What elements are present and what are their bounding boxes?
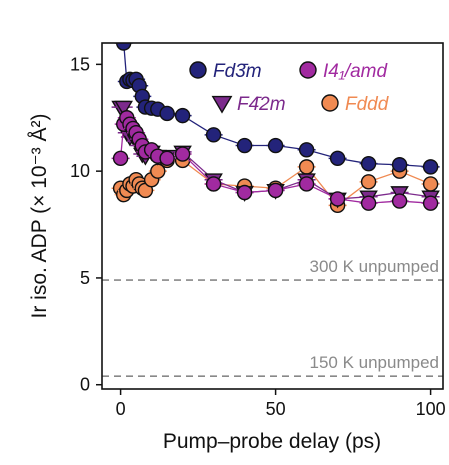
- data-point: [391, 157, 408, 173]
- legend-marker: [321, 94, 339, 112]
- data-point: [391, 193, 408, 209]
- legend-marker: [211, 95, 233, 114]
- data-point: [174, 146, 191, 162]
- x-tick-label: 0: [116, 399, 126, 419]
- legend-marker: [189, 61, 207, 79]
- legend-label: Fd3̄m: [213, 61, 262, 82]
- data-point: [205, 127, 222, 143]
- data-point: [267, 182, 284, 199]
- y-tick-label: 10: [70, 161, 90, 181]
- data-point: [236, 137, 253, 154]
- data-point: [329, 150, 346, 167]
- legend-marker: [299, 61, 317, 79]
- series-1: [111, 110, 440, 211]
- y-axis-label: Ir iso. ADP (× 10⁻³ Å²): [28, 113, 51, 318]
- legend: Fd3̄m I4₁/amd F4̄2m Fddd: [189, 61, 390, 115]
- legend-item-0: Fd3̄m: [189, 61, 262, 82]
- data-point: [114, 100, 133, 117]
- data-point: [298, 176, 315, 192]
- x-axis: 0 50 100: [116, 389, 446, 419]
- x-tick-label: 50: [266, 399, 286, 419]
- legend-label: F4̄2m: [237, 94, 286, 115]
- data-point: [159, 150, 175, 167]
- data-point: [329, 191, 346, 207]
- data-point: [298, 159, 315, 175]
- data-point: [112, 150, 129, 167]
- y-tick-label: 0: [80, 375, 90, 395]
- reference-lines: 300 K unpumped 150 K unpumped: [102, 257, 443, 377]
- legend-label: Fddd: [345, 94, 390, 115]
- y-axis: 0 5 10 15: [70, 54, 102, 395]
- y-tick-label: 5: [80, 268, 90, 288]
- data-point: [159, 105, 175, 122]
- plot-frame: [101, 42, 444, 390]
- data-point: [360, 174, 377, 190]
- data-point: [360, 195, 377, 211]
- data-point: [422, 195, 439, 211]
- reference-line-label: 150 K unpumped: [310, 353, 440, 372]
- legend-item-1: I4₁/amd: [299, 61, 389, 82]
- data-point: [298, 142, 315, 158]
- data-point: [205, 176, 222, 192]
- series-0: [114, 43, 440, 175]
- x-axis-label: Pump–probe delay (ps): [163, 430, 381, 453]
- data-point: [422, 159, 439, 175]
- data-point: [360, 155, 377, 172]
- series-layer: [111, 43, 440, 214]
- data-point: [236, 184, 253, 201]
- data-point: [267, 137, 284, 154]
- legend-item-2: F4̄2m: [211, 94, 286, 115]
- x-tick-label: 100: [416, 399, 446, 419]
- legend-label: I4₁/amd: [323, 61, 389, 82]
- data-point: [174, 107, 191, 124]
- reference-line-label: 300 K unpumped: [310, 257, 440, 276]
- y-tick-label: 15: [70, 54, 90, 74]
- data-point: [116, 43, 132, 51]
- data-point: [422, 176, 439, 192]
- legend-item-3: Fddd: [321, 94, 390, 115]
